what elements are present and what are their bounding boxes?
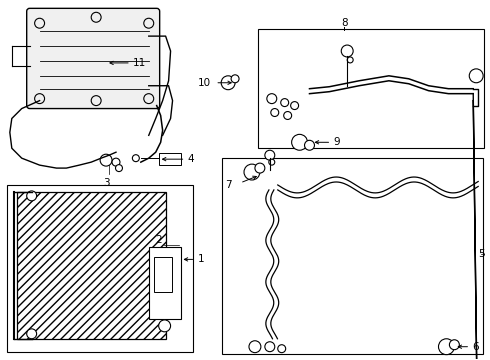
Text: 7: 7 bbox=[225, 180, 232, 190]
Circle shape bbox=[159, 320, 171, 332]
Circle shape bbox=[26, 329, 37, 339]
Circle shape bbox=[26, 191, 37, 201]
Circle shape bbox=[35, 94, 45, 104]
Circle shape bbox=[439, 339, 454, 355]
Circle shape bbox=[116, 165, 122, 172]
Text: 8: 8 bbox=[341, 18, 347, 28]
Circle shape bbox=[144, 18, 154, 28]
Circle shape bbox=[278, 345, 286, 353]
Circle shape bbox=[347, 57, 353, 63]
Circle shape bbox=[469, 69, 483, 83]
Text: 4: 4 bbox=[188, 154, 194, 164]
Circle shape bbox=[91, 12, 101, 22]
Text: 5: 5 bbox=[479, 249, 485, 260]
Text: 10: 10 bbox=[197, 78, 211, 88]
Circle shape bbox=[281, 99, 289, 107]
Circle shape bbox=[449, 340, 459, 350]
Bar bbox=[222, 158, 483, 354]
Circle shape bbox=[91, 96, 101, 105]
Bar bbox=[7, 185, 194, 352]
Circle shape bbox=[255, 163, 265, 173]
Circle shape bbox=[112, 158, 120, 166]
Bar bbox=[154, 257, 172, 292]
Circle shape bbox=[291, 102, 298, 109]
Circle shape bbox=[35, 18, 45, 28]
Circle shape bbox=[341, 45, 353, 57]
Circle shape bbox=[305, 140, 315, 150]
Circle shape bbox=[144, 94, 154, 104]
Text: 9: 9 bbox=[333, 137, 340, 147]
Text: 1: 1 bbox=[197, 255, 204, 264]
FancyBboxPatch shape bbox=[26, 8, 160, 109]
Circle shape bbox=[271, 109, 279, 117]
Bar bbox=[258, 29, 484, 148]
Bar bbox=[17, 192, 166, 339]
Circle shape bbox=[265, 150, 275, 160]
Circle shape bbox=[265, 342, 275, 352]
Circle shape bbox=[132, 155, 139, 162]
Circle shape bbox=[231, 75, 239, 83]
Circle shape bbox=[284, 112, 292, 120]
Circle shape bbox=[267, 94, 277, 104]
Text: 6: 6 bbox=[472, 342, 479, 352]
Circle shape bbox=[292, 134, 308, 150]
Text: 3: 3 bbox=[103, 178, 109, 188]
Bar bbox=[159, 153, 180, 165]
Circle shape bbox=[249, 341, 261, 353]
Bar bbox=[149, 247, 180, 319]
Circle shape bbox=[269, 159, 275, 165]
Text: 11: 11 bbox=[133, 58, 146, 68]
Circle shape bbox=[100, 154, 112, 166]
Circle shape bbox=[244, 164, 260, 180]
Text: 2: 2 bbox=[156, 235, 162, 246]
Circle shape bbox=[221, 76, 235, 90]
